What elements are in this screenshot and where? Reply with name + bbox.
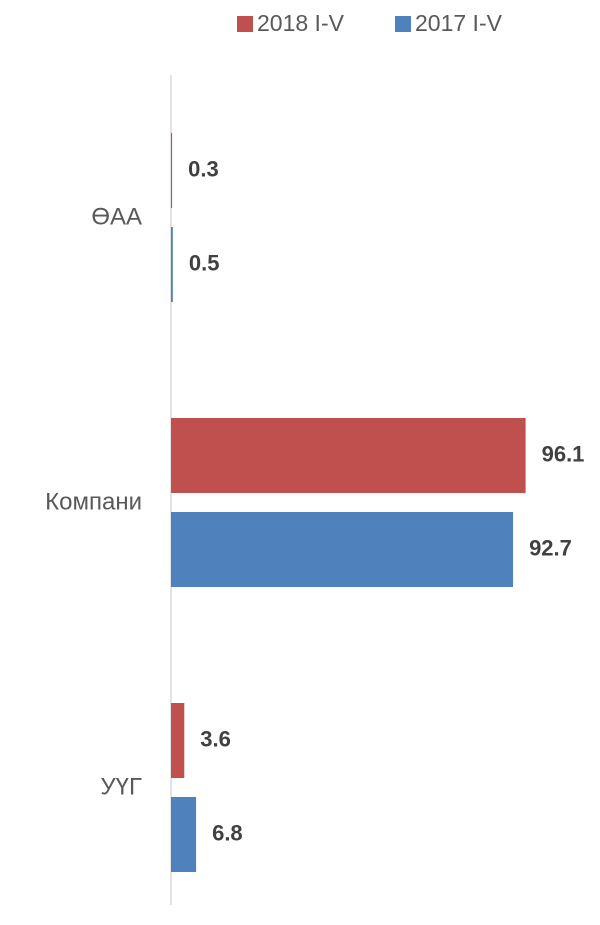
legend-label: 2017 I-V xyxy=(415,10,503,36)
data-label: 96.1 xyxy=(542,441,585,466)
data-label: 6.8 xyxy=(212,820,243,845)
bar xyxy=(171,418,526,493)
legend-label: 2018 I-V xyxy=(257,10,345,36)
bar xyxy=(171,512,514,587)
category-label: УҮГ xyxy=(100,773,142,800)
category-label: ӨАА xyxy=(91,203,142,230)
bar xyxy=(171,227,173,302)
data-label: 92.7 xyxy=(529,535,572,560)
data-label: 0.3 xyxy=(188,156,219,181)
bar xyxy=(171,797,197,872)
data-label: 0.5 xyxy=(189,250,220,275)
category-label: Компани xyxy=(45,488,142,515)
legend-swatch xyxy=(237,16,253,32)
bar xyxy=(171,703,185,778)
data-label: 3.6 xyxy=(200,726,231,751)
legend-swatch xyxy=(395,16,411,32)
bar xyxy=(171,133,173,208)
